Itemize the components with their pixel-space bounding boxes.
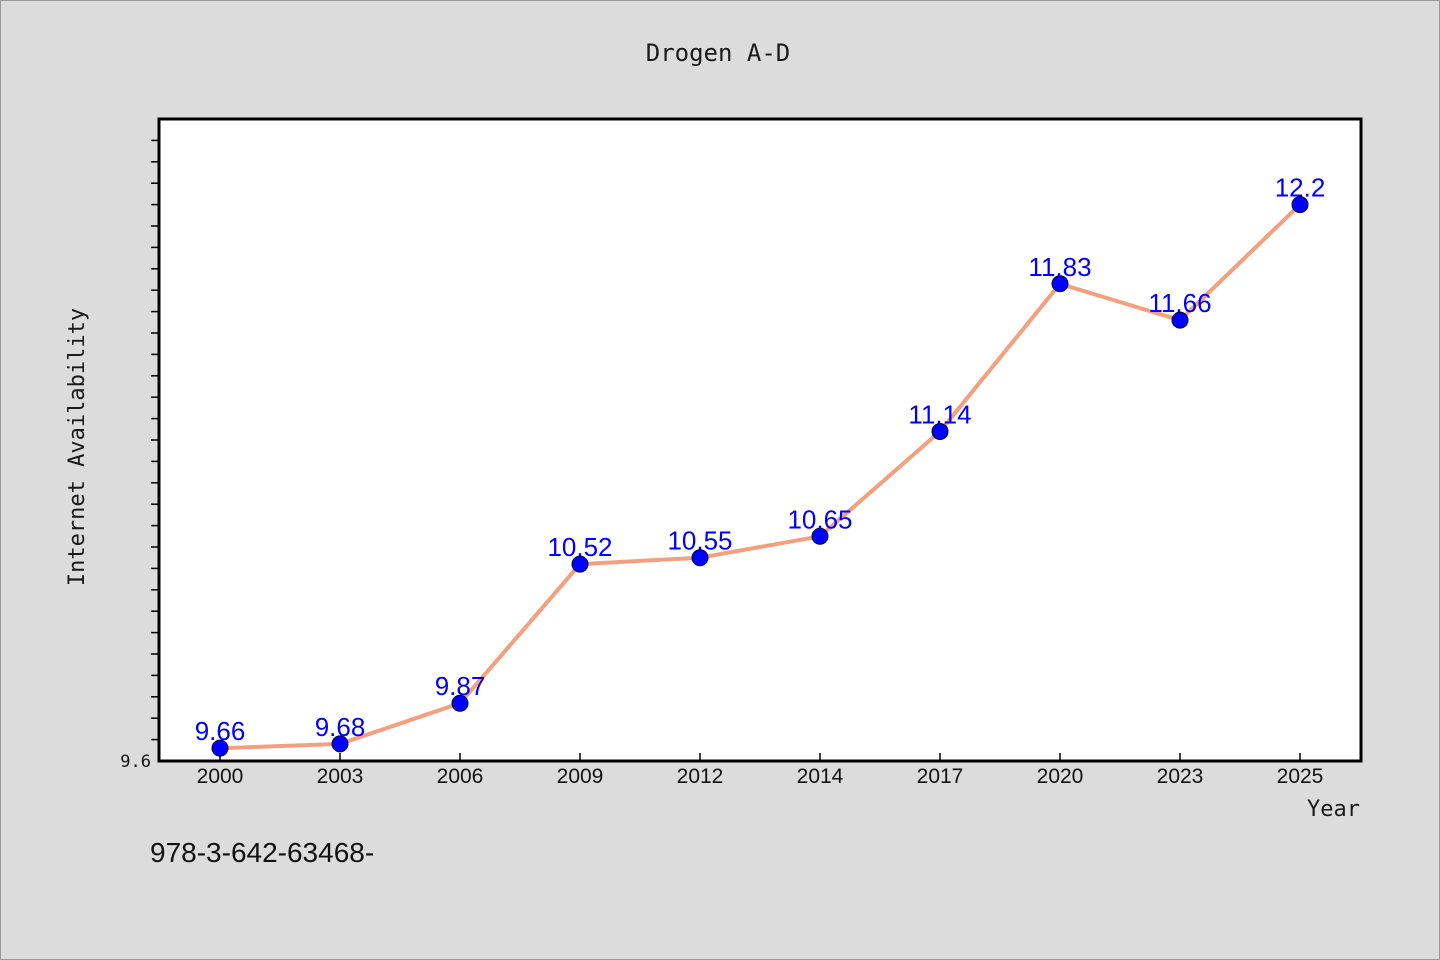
y-axis-label: Internet Availability bbox=[65, 308, 90, 586]
data-point-marker bbox=[571, 555, 589, 573]
series-group bbox=[211, 196, 1309, 757]
data-label: 9.66 bbox=[195, 716, 246, 746]
data-label: 10.65 bbox=[787, 504, 852, 534]
data-label: 11.14 bbox=[908, 399, 971, 429]
data-point-marker bbox=[931, 422, 949, 440]
y-axis-ticks: 9.6 bbox=[120, 139, 159, 772]
data-label: 10.55 bbox=[667, 526, 732, 556]
y-tick-label: 9.6 bbox=[120, 752, 151, 772]
x-tick-label: 2012 bbox=[677, 765, 724, 788]
x-axis-label: Year bbox=[1307, 797, 1360, 822]
x-tick-label: 2009 bbox=[557, 765, 604, 788]
data-point-marker bbox=[691, 549, 709, 567]
x-tick-label: 2017 bbox=[917, 765, 964, 788]
x-tick-label: 2003 bbox=[317, 765, 364, 788]
data-point-marker bbox=[811, 527, 829, 545]
footer-isbn-text: 978-3-642-63468- bbox=[150, 837, 374, 868]
plot-area bbox=[157, 117, 1363, 763]
data-labels-group: 9.66 9.68 9.87 10.52 10.55 10.65 11.14 11.83 11.… bbox=[195, 173, 1326, 747]
data-label: 10.52 bbox=[547, 532, 612, 562]
data-point-marker bbox=[451, 694, 469, 712]
x-tick-label: 2020 bbox=[1037, 765, 1084, 788]
data-point-marker bbox=[331, 735, 349, 753]
x-tick-label: 2006 bbox=[437, 765, 484, 788]
chart-title: Drogen A-D bbox=[646, 39, 791, 67]
data-point-marker bbox=[1051, 275, 1069, 293]
data-label: 12.2 bbox=[1275, 173, 1326, 203]
data-point-marker bbox=[1291, 196, 1309, 214]
data-point-marker bbox=[211, 739, 229, 757]
x-axis-ticks: 2000 2003 2006 2009 2012 2014 2017 2020 2023 2025 bbox=[197, 753, 1324, 788]
data-label: 9.68 bbox=[315, 712, 366, 742]
x-tick-label: 2025 bbox=[1277, 765, 1324, 788]
x-tick-label: 2023 bbox=[1157, 765, 1204, 788]
x-tick-label: 2014 bbox=[797, 765, 844, 788]
data-point-marker bbox=[1171, 311, 1189, 329]
series-line bbox=[218, 202, 1302, 751]
data-label: 9.87 bbox=[435, 671, 486, 701]
data-label: 11.83 bbox=[1028, 252, 1091, 282]
x-tick-label: 2000 bbox=[197, 765, 244, 788]
data-label: 11.66 bbox=[1148, 288, 1211, 318]
